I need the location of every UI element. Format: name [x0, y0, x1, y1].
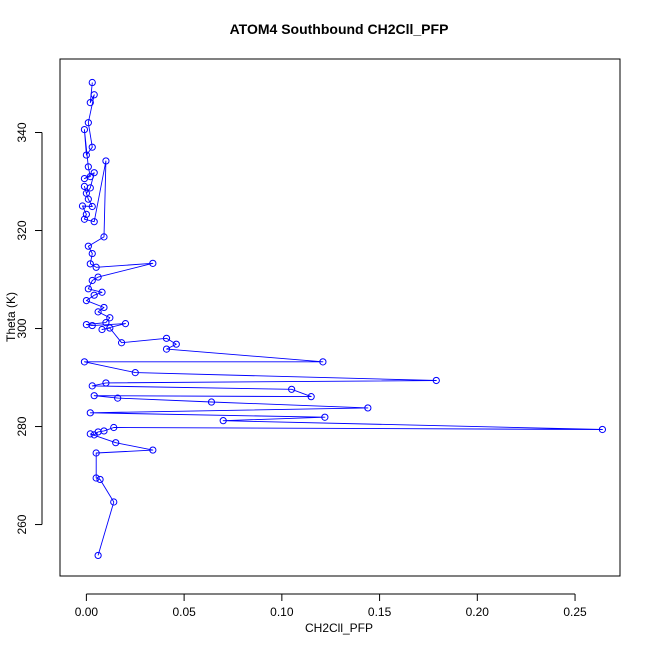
x-tick-label: 0.15: [368, 605, 392, 619]
data-point: [319, 358, 327, 366]
data-point: [82, 210, 90, 218]
data-point: [102, 157, 110, 165]
data-point: [162, 345, 171, 353]
data-point: [117, 339, 126, 347]
data-point: [110, 423, 118, 432]
data-point: [207, 398, 216, 406]
data-point: [432, 376, 440, 385]
data-point: [102, 379, 110, 387]
data-point: [288, 385, 296, 393]
data-point: [100, 303, 108, 312]
data-point: [88, 249, 96, 258]
data-point: [92, 449, 100, 457]
data-point: [88, 276, 96, 285]
data-point: [84, 119, 92, 127]
data-point: [80, 215, 89, 223]
data-point: [88, 321, 96, 330]
data-point: [121, 320, 130, 328]
data-point: [307, 393, 315, 401]
y-tick-label: 260: [15, 514, 29, 534]
data-point: [80, 182, 89, 191]
data-point: [90, 218, 98, 226]
x-tick-label: 0.00: [75, 605, 99, 619]
y-tick-label: 300: [15, 318, 29, 338]
data-point: [321, 413, 329, 421]
x-axis: 0.00 0.05 0.10 0.15 0.20 0.25: [75, 593, 587, 619]
data-point: [90, 431, 98, 439]
data-point: [172, 340, 180, 348]
data-point: [90, 291, 98, 299]
chart-title: ATOM4 Southbound CH2Cll_PFP: [230, 21, 449, 37]
series-line: [82, 82, 603, 556]
data-point: [84, 195, 92, 203]
data-point: [106, 324, 114, 332]
x-axis-label: CH2Cll_PFP: [305, 621, 373, 635]
data-point: [82, 296, 90, 305]
data-point: [364, 404, 372, 412]
data-point: [94, 551, 102, 560]
data-point: [88, 382, 96, 390]
x-tick-label: 0.10: [270, 605, 294, 619]
data-point: [92, 474, 100, 482]
data-point: [98, 288, 106, 296]
data-point: [96, 475, 104, 484]
data-point: [90, 392, 98, 400]
data-point: [78, 202, 87, 210]
data-point: [88, 78, 96, 87]
x-tick-label: 0.25: [563, 605, 587, 619]
data-point: [84, 163, 92, 171]
data-point: [106, 314, 114, 322]
data-point: [112, 439, 120, 447]
data-point: [88, 143, 96, 151]
data-point: [92, 263, 100, 271]
data-point: [598, 425, 607, 434]
data-point: [90, 169, 98, 177]
series-points: [78, 78, 607, 560]
data-point: [100, 233, 108, 241]
data-point: [149, 446, 157, 454]
y-axis-label: Theta (K): [4, 292, 18, 342]
data-point: [82, 151, 90, 159]
y-tick-label: 340: [15, 122, 29, 142]
data-point: [114, 394, 122, 402]
y-tick-label: 320: [15, 220, 29, 240]
data-point: [110, 498, 118, 506]
y-axis: 260 280 300 320 340: [15, 122, 43, 535]
data-point: [80, 358, 89, 366]
data-point: [84, 285, 92, 293]
plot-frame: [59, 58, 621, 577]
series-lines: [82, 82, 603, 556]
x-tick-label: 0.05: [172, 605, 196, 619]
data-point: [86, 99, 94, 107]
data-point: [102, 319, 110, 327]
data-point: [86, 430, 94, 438]
data-point: [88, 202, 96, 211]
data-point: [90, 91, 98, 99]
data-point: [84, 242, 92, 250]
data-point: [219, 417, 227, 425]
data-point: [80, 125, 89, 134]
data-point: [98, 325, 106, 334]
data-point: [94, 308, 102, 316]
data-point: [162, 334, 171, 342]
data-point: [80, 174, 89, 183]
y-tick-label: 280: [15, 416, 29, 436]
data-point: [131, 369, 139, 377]
data-point: [94, 273, 102, 281]
data-point: [149, 259, 157, 267]
data-point: [86, 260, 94, 268]
x-tick-label: 0.20: [466, 605, 490, 619]
data-point: [86, 409, 94, 417]
